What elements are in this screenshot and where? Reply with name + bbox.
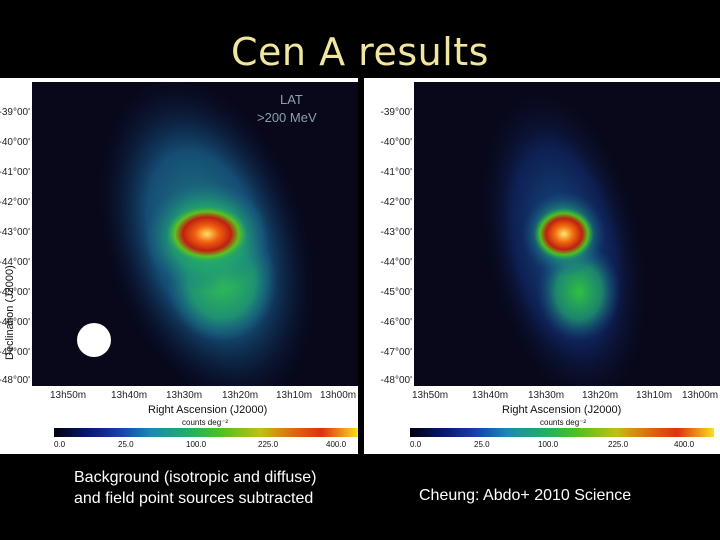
y-tick: -48°00' <box>0 375 30 386</box>
left-caption-line1: Background (isotropic and diffuse) <box>74 469 317 486</box>
x-tick: 13h20m <box>222 390 259 401</box>
left-caption: Background (isotropic and diffuse) and f… <box>74 467 317 509</box>
y-tick: -39°00' <box>380 107 412 118</box>
colorbar-tick: 225.0 <box>258 440 279 449</box>
x-axis-label: Right Ascension (J2000) <box>148 404 268 416</box>
colorbar-label: counts deg⁻² <box>182 418 229 427</box>
masked-region-circle <box>77 323 111 357</box>
left-caption-line2: and field point sources subtracted <box>74 490 314 507</box>
y-tick: -44°00' <box>0 257 30 268</box>
y-tick: -47°00' <box>380 347 412 358</box>
x-tick: 13h50m <box>50 390 87 401</box>
y-tick: -43°00' <box>380 227 412 238</box>
y-tick: -46°00' <box>380 317 412 328</box>
x-tick: 13h40m <box>111 390 148 401</box>
colorbar-tick: 25.0 <box>474 440 490 449</box>
overlay-lat-label: LAT <box>280 92 303 107</box>
x-tick: 13h00m <box>320 390 357 401</box>
y-tick: -42°00' <box>0 197 30 208</box>
left-sky-map-image: LAT >200 MeV <box>32 82 358 386</box>
colorbar-tick: 100.0 <box>186 440 207 449</box>
y-tick: -39°00' <box>0 107 30 118</box>
colorbar-tick: 400.0 <box>674 440 695 449</box>
colorbar-tick: 25.0 <box>118 440 134 449</box>
colorbar-tick: 0.0 <box>54 440 66 449</box>
colorbar <box>54 428 358 437</box>
y-tick: -41°00' <box>380 167 412 178</box>
y-axis-label: Declination (J2000) <box>4 265 16 360</box>
y-tick: -41°00' <box>0 167 30 178</box>
x-axis-label: Right Ascension (J2000) <box>502 404 622 416</box>
y-tick: -45°00' <box>0 287 30 298</box>
x-tick: 13h30m <box>528 390 565 401</box>
colorbar-tick: 100.0 <box>538 440 559 449</box>
right-sky-map-image <box>414 82 720 386</box>
x-tick: 13h50m <box>412 390 449 401</box>
y-tick: -42°00' <box>380 197 412 208</box>
x-tick: 13h10m <box>636 390 673 401</box>
slide-title: Cen A results <box>231 30 489 74</box>
y-tick: -46°00' <box>0 317 30 328</box>
colorbar-tick: 0.0 <box>410 440 422 449</box>
y-tick: -48°00' <box>380 375 412 386</box>
y-tick: -44°00' <box>380 257 412 268</box>
x-tick: 13h10m <box>276 390 313 401</box>
colorbar-tick: 400.0 <box>326 440 347 449</box>
x-tick: 13h00m <box>682 390 719 401</box>
x-tick: 13h20m <box>582 390 619 401</box>
right-sky-map-panel: -39°00' -40°00' -41°00' -42°00' -43°00' … <box>364 78 720 454</box>
y-tick: -43°00' <box>0 227 30 238</box>
y-tick: -47°00' <box>0 347 30 358</box>
overlay-energy-label: >200 MeV <box>257 110 317 125</box>
y-tick: -40°00' <box>380 137 412 148</box>
colorbar <box>410 428 714 437</box>
left-sky-map-panel: LAT >200 MeV Declination (J2000) -39°00'… <box>0 78 358 454</box>
colorbar-tick: 225.0 <box>608 440 629 449</box>
right-caption: Cheung: Abdo+ 2010 Science <box>419 487 632 504</box>
x-tick: 13h30m <box>166 390 203 401</box>
colorbar-label: counts deg⁻² <box>540 418 587 427</box>
y-tick: -40°00' <box>0 137 30 148</box>
x-tick: 13h40m <box>472 390 509 401</box>
y-tick: -45°00' <box>380 287 412 298</box>
